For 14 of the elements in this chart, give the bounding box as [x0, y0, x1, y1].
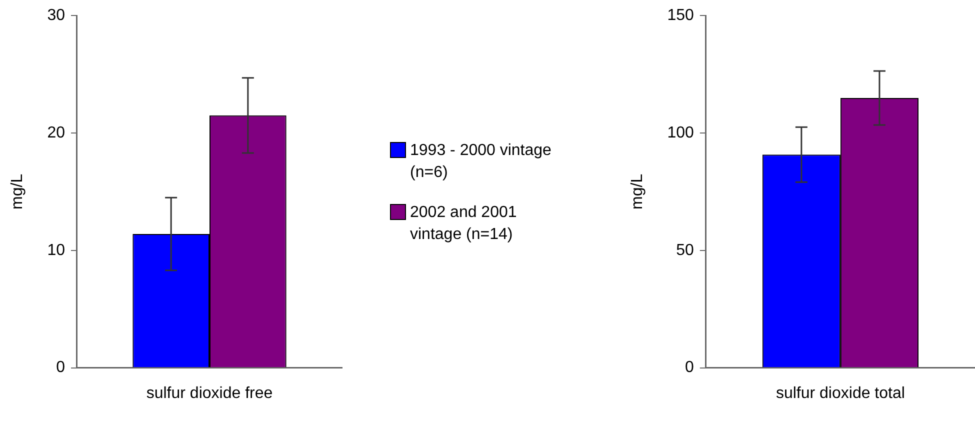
y-tick-label: 20 — [47, 124, 66, 142]
y-axis-title: mg/L — [629, 174, 646, 210]
y-tick-label: 100 — [667, 124, 694, 142]
legend-label: 2002 and 2001 vintage (n=14) — [410, 203, 518, 245]
x-tick-label: sulfur dioxide total — [776, 384, 905, 402]
x-tick-label: sulfur dioxide free — [146, 384, 273, 402]
y-tick-label: 10 — [47, 242, 66, 259]
y-tick-label: 0 — [56, 359, 66, 376]
y-tick-label: 30 — [47, 7, 66, 24]
y-axis-title: mg/L — [9, 174, 26, 210]
y-tick-label: 50 — [676, 242, 694, 259]
y-tick-label: 0 — [684, 359, 694, 376]
legend-label: 1993 - 2000 vintage (n=6) — [410, 141, 552, 183]
y-tick-label: 150 — [667, 7, 694, 24]
